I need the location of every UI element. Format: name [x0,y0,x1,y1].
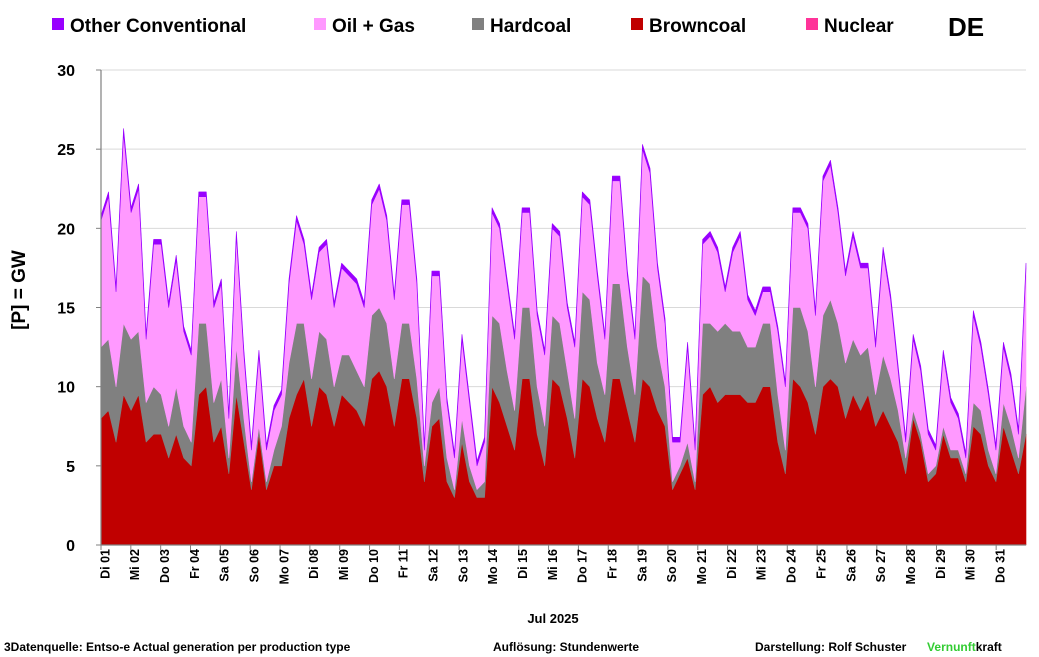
stacked-areas [100,128,1027,546]
x-axis-ticks: Di 01 Mi 02 Do 03 Fr 04 Sa 05 So 06 Mo 07 Di 08… [98,545,1007,584]
x-axis-month-label: Jul 2025 [527,611,578,626]
legend-item-other-conventional: Other Conventional [52,16,246,37]
x-tick-label: Do 10 [367,549,381,583]
legend-label: Browncoal [649,16,746,37]
x-tick-label: Mo 28 [904,549,918,584]
x-tick-label: Do 03 [158,549,172,583]
footer-author: Darstellung: Rolf Schuster Vernunftkraft [755,640,1002,654]
series-area-other-conventional [100,128,1027,467]
x-tick-label: Sa 19 [635,549,649,582]
x-tick-label: Do 17 [576,549,590,583]
x-tick-label: Fr 11 [397,549,411,578]
y-tick-label: 30 [57,63,75,80]
legend-swatch [52,18,64,30]
x-tick-label: So 06 [247,549,261,582]
footer-resolution: Auflösung: Stundenwerte [493,640,639,654]
x-tick-label: Fr 04 [188,549,202,579]
x-tick-label: So 20 [665,549,679,582]
legend-label: Other Conventional [70,16,246,37]
brand-vernunft: Vernunft [927,640,976,654]
legend-swatch [472,18,484,30]
footer-source: 3Datenquelle: Entso-e Actual generation … [4,640,351,654]
x-tick-label: Mo 21 [695,549,709,584]
y-tick-label: 5 [66,459,75,476]
x-tick-label: Di 15 [516,549,530,579]
x-tick-label: Di 22 [725,549,739,579]
y-tick-label: 25 [57,142,75,159]
brand-kraft: kraft [975,640,1002,654]
x-tick-label: Do 24 [785,549,799,583]
y-tick-label: 15 [57,301,75,318]
legend-item-nuclear: Nuclear [806,16,894,37]
x-tick-label: Mi 09 [337,549,351,580]
legend-swatch [806,18,818,30]
x-tick-label: Sa 12 [427,549,441,582]
legend-swatch [314,18,326,30]
x-tick-label: Mi 30 [964,549,978,580]
chart-legend: Other Conventional Oil + Gas Hardcoal Brown… [52,16,894,37]
legend-label: Oil + Gas [332,16,415,37]
x-tick-label: Mi 23 [755,549,769,580]
x-tick-label: So 13 [456,549,470,582]
legend-item-oil-gas: Oil + Gas [314,16,415,37]
legend-swatch [631,18,643,30]
legend-label: Nuclear [824,16,894,37]
x-tick-label: Di 08 [307,549,321,579]
x-tick-label: Di 01 [98,549,112,579]
x-tick-label: Mi 02 [128,549,142,580]
footer-author-text: Darstellung: Rolf Schuster [755,640,907,654]
y-axis-ticks: 0 5 10 15 20 25 30 [57,63,101,555]
x-tick-label: Sa 05 [218,549,232,582]
x-tick-label: Fr 18 [606,549,620,579]
x-tick-label: Sa 26 [844,549,858,582]
y-tick-label: 20 [57,221,75,238]
x-tick-label: Mi 16 [546,549,560,580]
x-tick-label: Mo 14 [486,549,500,584]
x-tick-label: Do 31 [993,549,1007,583]
x-tick-label: So 27 [874,549,888,582]
y-axis-title: [P] = GW [9,250,30,330]
x-tick-label: Fr 25 [814,549,828,579]
legend-item-browncoal: Browncoal [631,16,746,37]
legend-label: Hardcoal [490,16,571,37]
country-label: DE [948,12,984,42]
legend-item-hardcoal: Hardcoal [472,16,571,37]
x-tick-label: Mo 07 [277,549,291,584]
y-tick-label: 10 [57,380,75,397]
y-tick-label: 0 [66,538,75,555]
x-tick-label: Di 29 [934,549,948,579]
